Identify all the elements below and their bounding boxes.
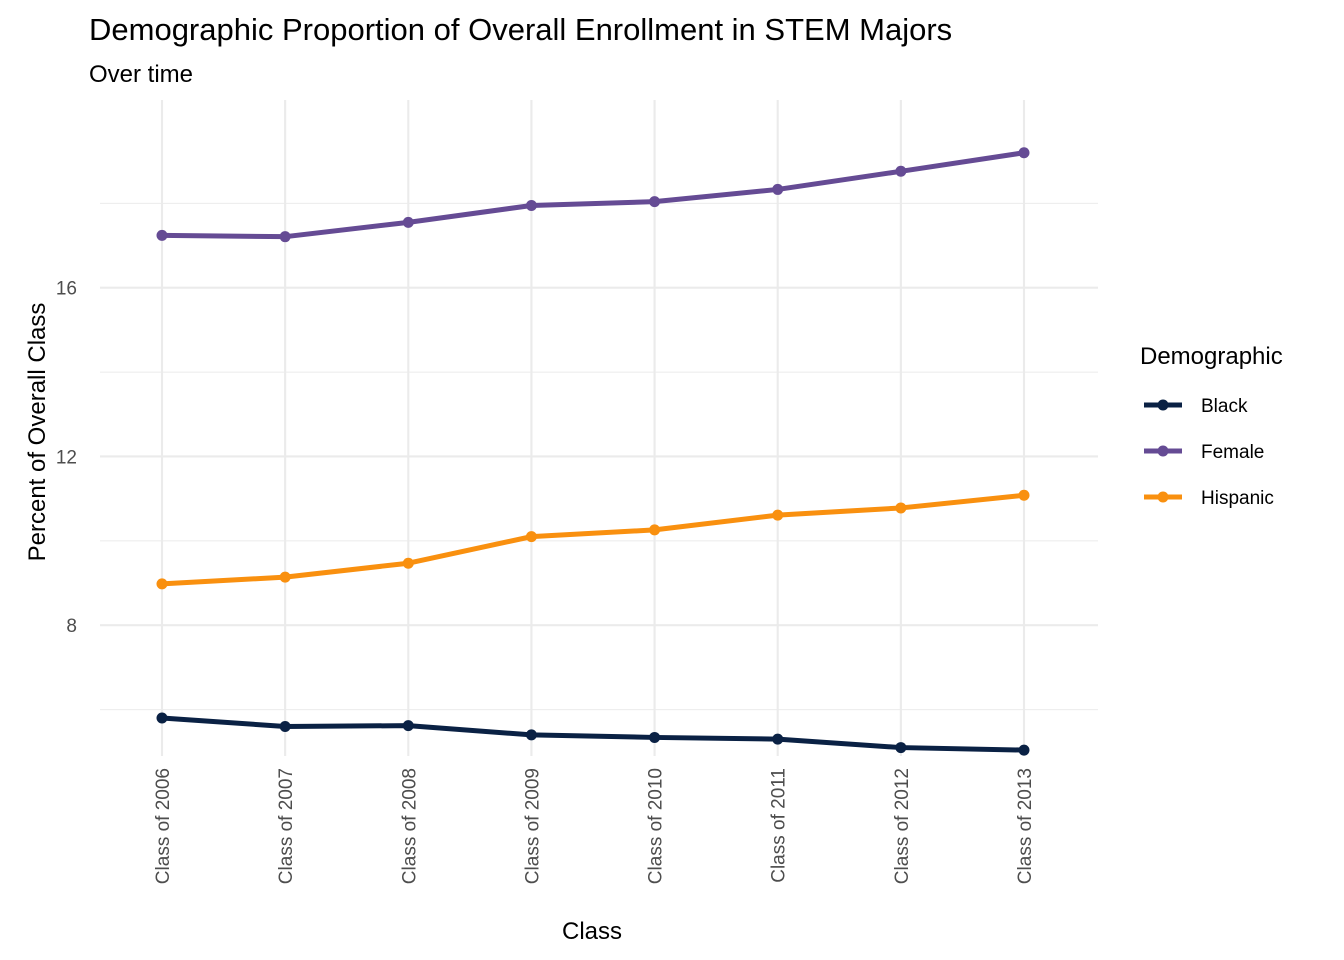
x-tick-label: Class of 2010 [646,768,667,884]
data-point [525,729,537,741]
data-point [1018,744,1030,756]
x-tick-label: Class of 2008 [399,768,420,884]
x-tick-label: Class of 2006 [153,768,174,884]
x-tick-label: Class of 2013 [1015,768,1036,884]
x-tick-label: Class of 2007 [276,768,297,884]
x-tick-label: Class of 2012 [892,768,913,884]
x-tick-label: Class of 2011 [769,768,790,883]
data-point [649,524,661,536]
data-point [402,557,414,569]
data-point [402,720,414,732]
series-line [161,715,1025,753]
data-point [772,509,784,521]
legend: Demographic Black Female Hispanic [1140,343,1283,509]
data-point [525,199,537,211]
data-point [525,531,537,543]
y-tick-label: 16 [56,279,77,300]
legend-items: Black Female Hispanic [1144,396,1274,509]
legend-key-point [1157,399,1169,411]
y-tick-label: 12 [56,447,77,468]
data-point [772,733,784,745]
data-point [1018,147,1030,159]
data-point [895,742,907,754]
series-lines [161,150,1025,753]
data-point [402,216,414,228]
legend-key-point [1157,491,1169,503]
legend-label: Female [1201,442,1264,463]
y-tick-label: 8 [66,616,77,637]
x-axis-title: Class [562,918,622,945]
y-axis-ticks: 8 12 16 [56,279,77,637]
data-point [772,183,784,195]
x-tick-label: Class of 2009 [522,768,543,884]
data-point [1018,489,1030,501]
legend-title: Demographic [1140,343,1283,370]
y-axis-title: Percent of Overall Class [24,303,51,562]
x-axis-ticks: Class of 2006 Class of 2007 Class of 2008 C… [153,768,1036,884]
data-point [895,165,907,177]
data-point [156,229,168,241]
legend-label: Black [1201,396,1248,417]
data-point [649,731,661,743]
plot-grid [100,100,1098,756]
data-point [279,720,291,732]
data-point [156,712,168,724]
chart-title: Demographic Proportion of Overall Enroll… [89,12,952,47]
series-line [161,150,1025,240]
data-point [156,578,168,590]
legend-key-point [1157,445,1169,457]
data-point [895,502,907,514]
series-points [156,147,1030,756]
chart-subtitle: Over time [89,61,193,88]
data-point [279,571,291,583]
series-line [161,492,1025,587]
data-point [649,196,661,208]
data-point [279,231,291,243]
legend-label: Hispanic [1201,488,1274,509]
